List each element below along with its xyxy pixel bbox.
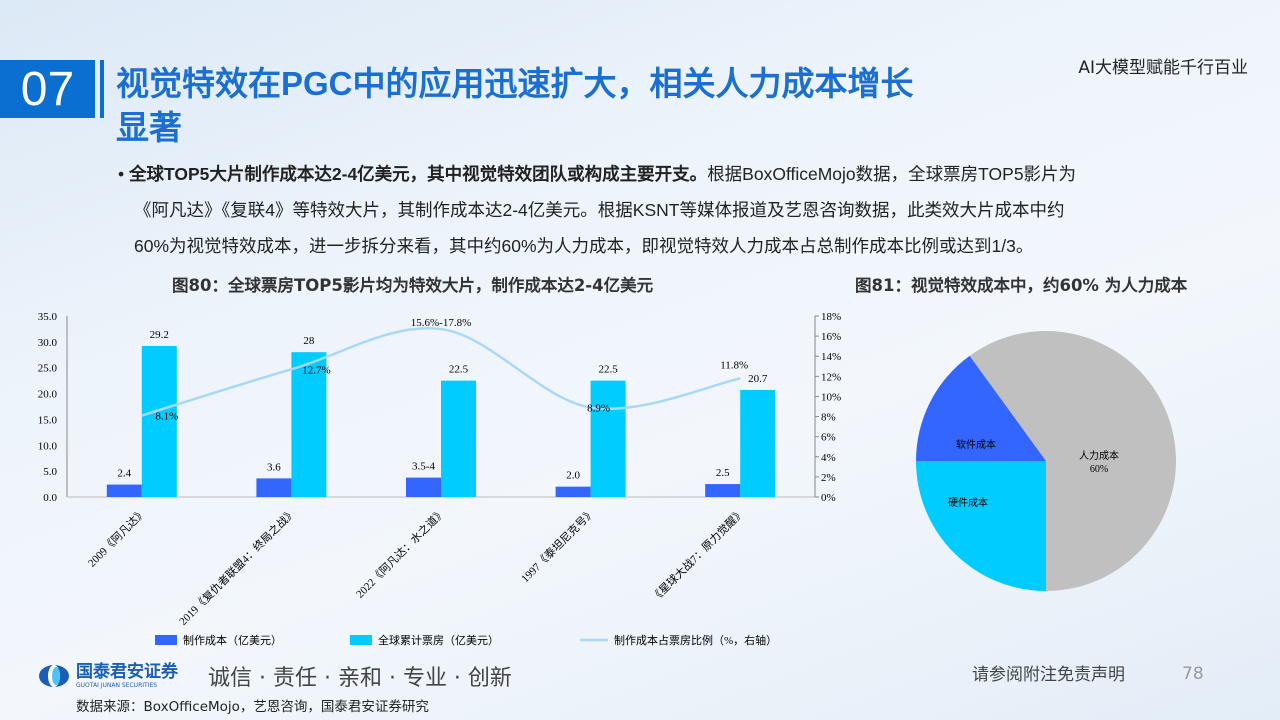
y-tick-label: 10.0	[38, 440, 58, 452]
bar-data-label: 22.5	[598, 364, 618, 376]
y2-tick-label: 16%	[821, 331, 841, 343]
x-tick-label: 2022《阿凡达：水之道》	[353, 505, 448, 600]
bullet-text-2: 《阿凡达》《复联4》等特效大片，其制作成本达2-4亿美元。根据KSNT等媒体报道…	[134, 200, 1065, 220]
bullet-bold: 全球TOP5大片制作成本达2-4亿美元，其中视觉特效团队或构成主要开支。	[129, 164, 708, 184]
x-tick-label: 1997《泰坦尼克号》	[518, 505, 598, 585]
pie-label: 硬件成本	[948, 496, 988, 509]
y-tick-label: 35.0	[38, 311, 58, 323]
ratio-line	[141, 327, 741, 417]
bar-box-office	[291, 352, 327, 497]
bar-line-chart: 0.0 5.0 10.0 15.0 20.0 25.0 30.0 35.0 0% 2% 4% 6% 8%…	[38, 311, 841, 647]
y2-tick-label: 6%	[821, 432, 836, 444]
bar-data-label: 20.7	[748, 373, 768, 385]
pie-label: 人力成本	[1079, 449, 1119, 462]
bullet-text-1: 根据BoxOfficeMojo数据，全球票房TOP5影片为	[707, 164, 1077, 184]
chart-81-title: 图81：视觉特效成本中，约60% 为人力成本	[855, 276, 1188, 295]
bar-cost	[406, 477, 441, 497]
body-text: • 全球TOP5大片制作成本达2-4亿美元，其中视觉特效团队或构成主要开支。根据…	[118, 156, 1248, 264]
page-number: 78	[1182, 664, 1204, 684]
y-tick-label: 20.0	[38, 389, 58, 401]
y2-tick-label: 18%	[821, 311, 841, 323]
bullet-line-1: • 全球TOP5大片制作成本达2-4亿美元，其中视觉特效团队或构成主要开支。根据…	[118, 164, 1077, 184]
y2-tick-label: 12%	[821, 371, 841, 383]
pie-slice	[916, 461, 1046, 591]
legend-label: 全球累计票房（亿美元）	[378, 633, 499, 647]
chart-80-title: 图80：全球票房TOP5影片均为特效大片，制作成本达2-4亿美元	[172, 276, 654, 295]
bar-data-label: 2.4	[117, 468, 131, 480]
bar-data-label: 28	[303, 335, 315, 347]
line-data-label: 11.8%	[720, 359, 748, 371]
y2-tick-label: 2%	[821, 472, 836, 484]
brand-tagline: AI大模型赋能千行百业	[1078, 58, 1248, 78]
pie-slice	[916, 355, 1046, 461]
y2-tick-label: 8%	[821, 412, 836, 424]
pie-chart: 人力成本 60% 硬件成本 软件成本	[916, 331, 1176, 591]
line-data-label: 8.9%	[587, 403, 610, 415]
bar-cost	[705, 484, 741, 497]
y-tick-label: 5.0	[43, 466, 57, 478]
bar-box-office	[590, 380, 626, 497]
bar-box-office	[141, 345, 177, 497]
title-divider	[100, 60, 104, 118]
bar-cost	[106, 484, 142, 497]
company-name: 国泰君安证券	[76, 662, 178, 682]
legend-swatch	[155, 635, 177, 645]
bar-box-office	[740, 389, 776, 497]
bar-box-office	[441, 380, 476, 497]
logo-icon	[39, 665, 69, 687]
bar-cost	[256, 478, 292, 497]
line-data-label: 15.6%-17.8%	[411, 317, 472, 329]
bar-data-label: 2.5	[716, 467, 730, 479]
page-title: 视觉特效在PGC中的应用迅速扩大，相关人力成本增长显著	[116, 65, 914, 146]
legend-label: 制作成本占票房比例（%，右轴）	[614, 633, 777, 647]
slogan: 诚信 · 责任 · 亲和 · 专业 · 创新	[208, 666, 512, 691]
line-data-label: 12.7%	[302, 364, 330, 376]
y2-tick-label: 10%	[821, 391, 841, 403]
bullet-text-3: 60%为视觉特效成本，进一步拆分来看，其中约60%为人力成本，即视觉特效人力成本…	[134, 236, 1034, 256]
y-tick-label: 25.0	[38, 363, 58, 375]
bar-data-label: 22.5	[449, 364, 469, 376]
line-data-label: 8.1%	[155, 411, 178, 423]
company-logo: 国泰君安证券 GUOTAI JUNAN SECURITIES	[38, 662, 178, 690]
bar-data-label: 2.0	[566, 470, 580, 482]
x-tick-label: 《星球大战7：原力觉醒》	[648, 505, 747, 604]
x-tick-label: 2019《复仇者联盟4：终局之战》	[176, 505, 299, 628]
bar-cost	[555, 486, 591, 497]
y-tick-label: 15.0	[38, 414, 58, 426]
bar-data-label: 29.2	[150, 329, 169, 341]
legend-label: 制作成本（亿美元）	[183, 633, 282, 647]
y-tick-label: 0.0	[43, 492, 57, 504]
pie-label: 软件成本	[956, 438, 996, 451]
y2-tick-label: 0%	[821, 492, 836, 504]
bar-data-label: 3.6	[267, 461, 281, 473]
y2-tick-label: 4%	[821, 452, 836, 464]
legend-swatch	[350, 635, 372, 645]
bar-data-label: 3.5-4	[412, 461, 435, 473]
y2-tick-label: 14%	[821, 351, 841, 363]
company-name-en: GUOTAI JUNAN SECURITIES	[76, 682, 158, 689]
disclaimer-link[interactable]: 请参阅附注免责声明	[972, 665, 1125, 685]
x-tick-label: 2009《阿凡达》	[85, 506, 149, 570]
pie-slice	[969, 331, 1176, 591]
y-tick-label: 30.0	[38, 337, 58, 349]
data-source: 数据来源：BoxOfficeMojo，艺恩咨询，国泰君安证券研究	[76, 699, 429, 715]
pie-value: 60%	[1090, 464, 1108, 475]
section-number: 07	[0, 60, 95, 118]
